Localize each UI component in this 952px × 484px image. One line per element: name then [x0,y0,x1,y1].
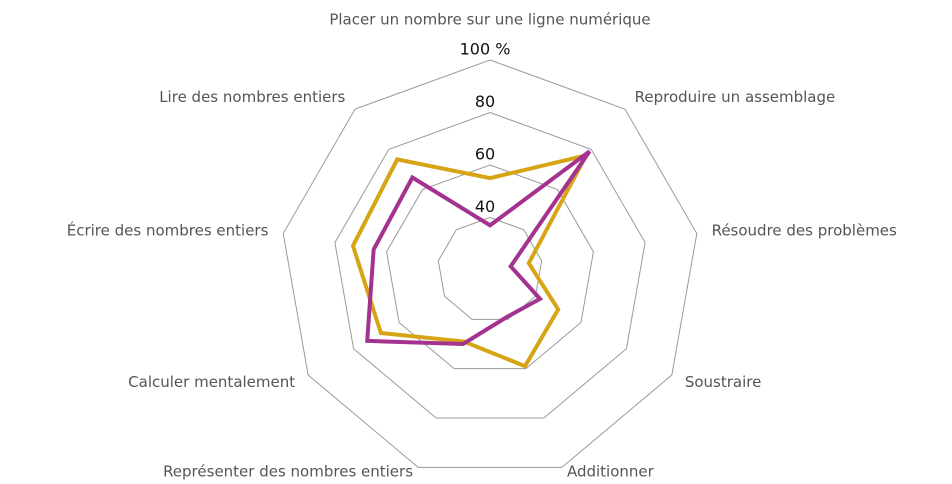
grid-ring [334,111,646,419]
grid-ring [282,59,698,468]
r-tick-label: 60 [475,145,495,164]
grid-ring [386,164,594,370]
axis-label: Écrire des nombres entiers [67,220,269,239]
axis-label: Reproduire un assemblage [635,88,836,106]
axis-label: Additionner [567,463,655,481]
grid-ring [437,216,543,320]
axis-label: Placer un nombre sur une ligne numérique [329,11,650,29]
r-tick-label: 100 % [460,40,511,59]
series-line [350,152,591,369]
r-tick-label: 80 [475,92,495,111]
axis-label: Résoudre des problèmes [712,221,897,239]
axis-label: Lire des nombres entiers [159,88,345,106]
axis-label: Soustraire [685,373,762,391]
axis-label: Représenter des nombres entiers [163,463,413,481]
r-tick-label: 40 [475,197,495,216]
series-line [365,149,592,347]
axis-label: Calculer mentalement [128,373,295,391]
